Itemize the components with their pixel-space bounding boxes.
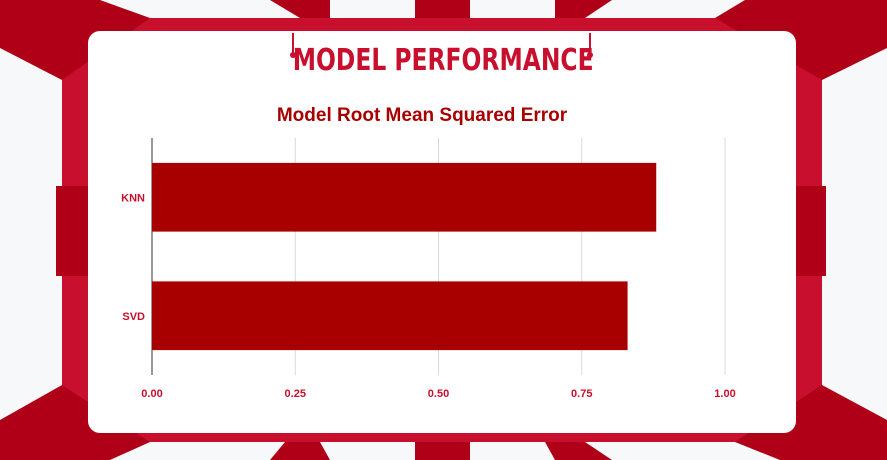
bar-knn bbox=[152, 162, 657, 232]
page-title: MODEL PERFORMANCE bbox=[292, 43, 594, 78]
content-card bbox=[88, 31, 796, 433]
chart-title: Model Root Mean Squared Error bbox=[276, 105, 568, 126]
title-pin-right bbox=[587, 33, 593, 58]
x-tick-label: 0.00 bbox=[141, 388, 162, 400]
y-tick-label: KNN bbox=[121, 192, 145, 204]
x-tick-label: 0.25 bbox=[285, 388, 306, 400]
x-tick-label: 1.00 bbox=[714, 388, 735, 400]
title-pin-left bbox=[290, 33, 296, 58]
x-tick-label: 0.75 bbox=[571, 388, 592, 400]
y-tick-label: SVD bbox=[122, 311, 145, 323]
bar-svd bbox=[152, 281, 628, 351]
x-tick-label: 0.50 bbox=[428, 388, 449, 400]
